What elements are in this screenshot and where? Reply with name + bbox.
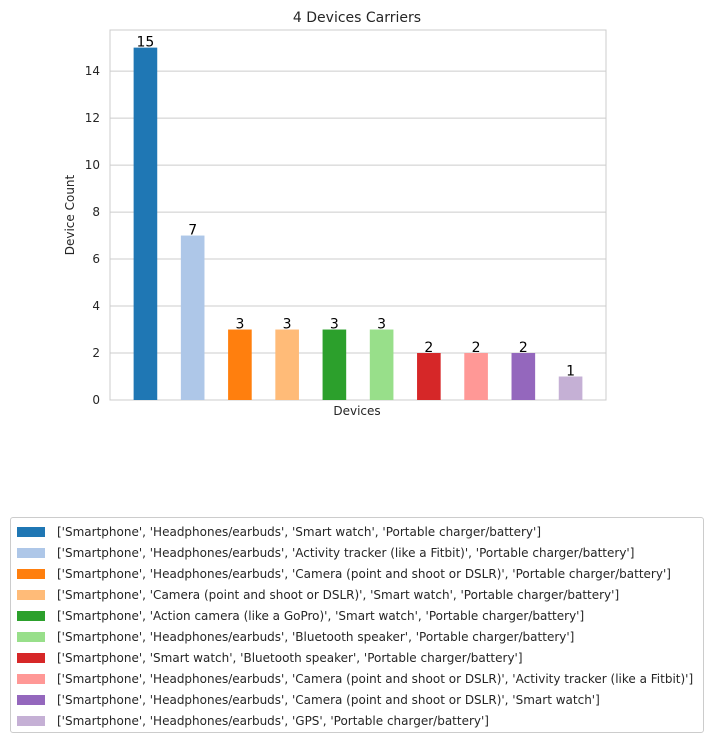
legend-swatch — [17, 673, 45, 684]
bar-2 — [180, 235, 205, 400]
legend-item-5: ['Smartphone', 'Action camera (like a Go… — [17, 605, 703, 626]
y-tick-label: 14 — [85, 64, 100, 78]
bar-value-label-8: 2 — [472, 340, 481, 356]
legend-item-4: ['Smartphone', 'Camera (point and shoot … — [17, 584, 703, 605]
legend-swatch — [17, 547, 45, 558]
y-axis-ticks: 0 2 4 6 8 10 12 14 — [85, 64, 100, 407]
y-axis-label: Device Count — [63, 174, 77, 255]
legend-swatch — [17, 568, 45, 579]
bar-value-label-10: 1 — [566, 364, 575, 380]
bar-value-label-5: 3 — [330, 317, 339, 333]
y-tick-label: 4 — [92, 299, 100, 313]
legend-item-10: ['Smartphone', 'Headphones/earbuds', 'GP… — [17, 710, 703, 731]
bar-value-labels: 15 7 3 3 3 3 2 2 2 1 — [137, 35, 576, 380]
bar-8 — [464, 353, 488, 400]
bar-5 — [322, 329, 347, 400]
y-tick-label: 2 — [92, 346, 100, 360]
y-tick-label: 12 — [85, 111, 100, 125]
legend-swatch — [17, 652, 45, 663]
legend: ['Smartphone', 'Headphones/earbuds', 'Sm… — [10, 517, 704, 733]
bar-value-label-7: 2 — [424, 340, 433, 356]
x-axis-label: Devices — [333, 404, 380, 418]
bar-6 — [369, 329, 394, 400]
plot-area-frame — [109, 29, 607, 401]
legend-item-7: ['Smartphone', 'Smart watch', 'Bluetooth… — [17, 647, 703, 668]
bar-value-label-4: 3 — [283, 317, 292, 333]
legend-item-2: ['Smartphone', 'Headphones/earbuds', 'Ac… — [17, 542, 703, 563]
y-tick-label: 0 — [92, 393, 100, 407]
legend-label: ['Smartphone', 'Headphones/earbuds', 'Ca… — [57, 671, 694, 686]
legend-label: ['Smartphone', 'Camera (point and shoot … — [57, 587, 620, 602]
bar-4 — [275, 329, 299, 400]
bar-value-label-6: 3 — [377, 317, 386, 333]
bar-value-label-9: 2 — [519, 340, 528, 356]
legend-label: ['Smartphone', 'Headphones/earbuds', 'Bl… — [57, 629, 575, 644]
legend-item-1: ['Smartphone', 'Headphones/earbuds', 'Sm… — [17, 521, 703, 542]
bars — [133, 47, 583, 400]
bar-3 — [228, 329, 252, 400]
bar-value-label-2: 7 — [188, 223, 197, 239]
legend-swatch — [17, 694, 45, 705]
legend-label: ['Smartphone', 'Headphones/earbuds', 'Ca… — [57, 692, 600, 707]
bar-10 — [558, 376, 583, 400]
legend-swatch — [17, 589, 45, 600]
y-tick-label: 6 — [92, 252, 100, 266]
bar-value-label-3: 3 — [235, 317, 244, 333]
y-tick-label: 10 — [85, 158, 100, 172]
legend-label: ['Smartphone', 'Headphones/earbuds', 'Ac… — [57, 545, 635, 560]
legend-swatch — [17, 610, 45, 621]
bar-7 — [417, 353, 441, 400]
bar-value-label-1: 15 — [137, 35, 155, 51]
legend-item-3: ['Smartphone', 'Headphones/earbuds', 'Ca… — [17, 563, 703, 584]
legend-label: ['Smartphone', 'Headphones/earbuds', 'Ca… — [57, 566, 671, 581]
legend-item-9: ['Smartphone', 'Headphones/earbuds', 'Ca… — [17, 689, 703, 710]
legend-swatch — [17, 715, 45, 726]
legend-swatch — [17, 526, 45, 537]
legend-label: ['Smartphone', 'Action camera (like a Go… — [57, 608, 585, 623]
legend-swatch — [17, 631, 45, 642]
legend-label: ['Smartphone', 'Headphones/earbuds', 'Sm… — [57, 524, 542, 539]
chart-title: 4 Devices Carriers — [293, 10, 421, 26]
y-tick-label: 8 — [92, 205, 100, 219]
legend-label: ['Smartphone', 'Headphones/earbuds', 'GP… — [57, 713, 489, 728]
legend-label: ['Smartphone', 'Smart watch', 'Bluetooth… — [57, 650, 523, 665]
bar-1 — [133, 47, 158, 400]
legend-item-6: ['Smartphone', 'Headphones/earbuds', 'Bl… — [17, 626, 703, 647]
legend-item-8: ['Smartphone', 'Headphones/earbuds', 'Ca… — [17, 668, 703, 689]
bar-9 — [511, 353, 536, 400]
